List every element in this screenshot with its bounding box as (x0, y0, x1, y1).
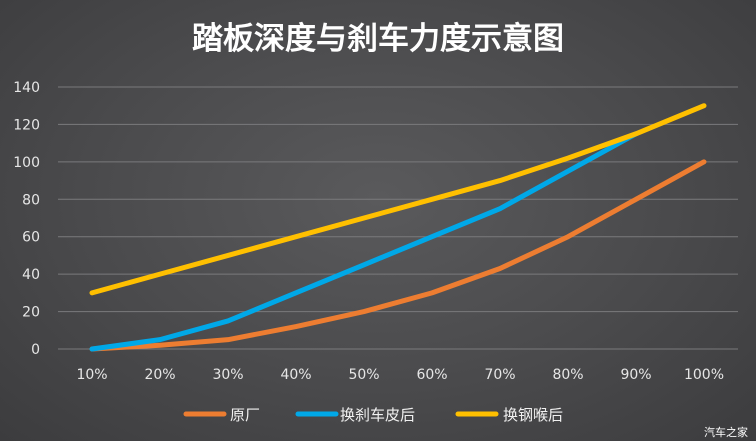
legend: 原厂 换刹车皮后 换钢喉后 (183, 406, 563, 424)
series-line (89, 103, 707, 296)
y-tick-label: 20 (22, 305, 40, 321)
y-tick-label: 100 (13, 155, 40, 171)
legend-label: 换刹车皮后 (340, 406, 415, 424)
series-lines (89, 103, 707, 352)
x-tick-label: 90% (620, 367, 651, 383)
x-tick-label: 40% (280, 367, 311, 383)
x-tick-label: 60% (416, 367, 447, 383)
y-tick-label: 0 (31, 342, 40, 358)
y-tick-label: 60 (22, 230, 40, 246)
x-tick-label: 50% (348, 367, 379, 383)
grid-lines (58, 86, 738, 350)
legend-label: 原厂 (230, 406, 260, 424)
chart-title: 踏板深度与刹车力度示意图 (192, 21, 564, 57)
watermark: 汽车之家 (704, 425, 748, 439)
x-tick-label: 10% (76, 367, 107, 383)
x-tick-label: 70% (484, 367, 515, 383)
y-axis-ticks: 0 20 40 60 80 100 120 140 (13, 80, 40, 358)
y-tick-label: 80 (22, 192, 40, 208)
y-tick-label: 40 (22, 267, 40, 283)
series-line (89, 131, 639, 352)
y-tick-label: 120 (13, 117, 40, 133)
y-tick-label: 140 (13, 80, 40, 96)
x-tick-label: 100% (684, 367, 724, 383)
legend-label: 换钢喉后 (503, 406, 563, 424)
x-tick-label: 20% (144, 367, 175, 383)
series-line (89, 159, 707, 352)
x-tick-label: 30% (212, 367, 243, 383)
x-axis-ticks: 10% 20% 30% 40% 50% 60% 70% 80% 90% 100% (76, 367, 724, 383)
x-tick-label: 80% (552, 367, 583, 383)
